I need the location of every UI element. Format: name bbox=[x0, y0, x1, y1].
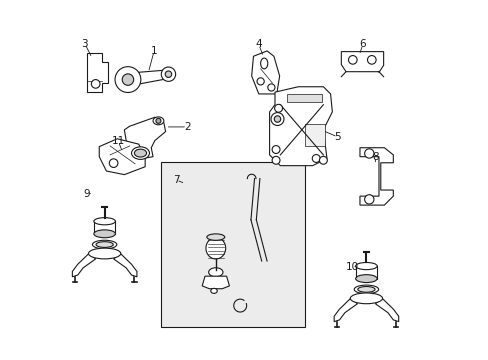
Circle shape bbox=[257, 78, 264, 85]
Ellipse shape bbox=[153, 117, 163, 125]
Circle shape bbox=[271, 156, 280, 164]
Ellipse shape bbox=[206, 234, 224, 240]
Circle shape bbox=[270, 113, 284, 126]
Ellipse shape bbox=[134, 149, 146, 157]
Polygon shape bbox=[128, 70, 168, 86]
Polygon shape bbox=[375, 298, 398, 321]
Polygon shape bbox=[341, 51, 383, 72]
Circle shape bbox=[165, 71, 171, 77]
Ellipse shape bbox=[88, 248, 121, 259]
Polygon shape bbox=[286, 94, 321, 102]
Text: 5: 5 bbox=[334, 132, 340, 142]
Polygon shape bbox=[359, 148, 392, 205]
Bar bbox=[305, 125, 325, 146]
Ellipse shape bbox=[353, 285, 378, 294]
Circle shape bbox=[319, 156, 326, 164]
Circle shape bbox=[115, 67, 141, 93]
Ellipse shape bbox=[94, 218, 115, 225]
Polygon shape bbox=[251, 51, 279, 94]
Ellipse shape bbox=[355, 275, 376, 283]
Text: 1: 1 bbox=[150, 46, 157, 56]
Ellipse shape bbox=[92, 240, 117, 249]
Text: 6: 6 bbox=[359, 40, 366, 49]
Ellipse shape bbox=[260, 58, 267, 69]
Circle shape bbox=[364, 195, 373, 204]
Text: 8: 8 bbox=[371, 152, 378, 162]
Ellipse shape bbox=[131, 147, 149, 159]
Polygon shape bbox=[124, 117, 165, 158]
Text: 9: 9 bbox=[83, 189, 90, 199]
Text: 10: 10 bbox=[345, 262, 358, 272]
Circle shape bbox=[274, 116, 280, 122]
Circle shape bbox=[91, 80, 100, 88]
Circle shape bbox=[364, 149, 373, 158]
Polygon shape bbox=[202, 276, 229, 289]
Text: 3: 3 bbox=[81, 39, 88, 49]
Ellipse shape bbox=[208, 268, 223, 277]
Circle shape bbox=[312, 154, 320, 162]
Circle shape bbox=[367, 55, 375, 64]
Ellipse shape bbox=[355, 262, 376, 270]
Circle shape bbox=[156, 118, 161, 123]
Ellipse shape bbox=[210, 288, 217, 293]
Text: 7: 7 bbox=[173, 175, 179, 185]
Circle shape bbox=[109, 159, 118, 167]
Ellipse shape bbox=[94, 230, 115, 238]
Circle shape bbox=[267, 84, 274, 91]
Circle shape bbox=[122, 74, 133, 85]
Text: 4: 4 bbox=[255, 40, 262, 49]
Text: 2: 2 bbox=[183, 122, 190, 132]
Polygon shape bbox=[99, 139, 145, 175]
Circle shape bbox=[348, 55, 356, 64]
Circle shape bbox=[274, 104, 282, 112]
Ellipse shape bbox=[349, 293, 382, 304]
Circle shape bbox=[271, 145, 280, 153]
Polygon shape bbox=[72, 253, 96, 277]
Polygon shape bbox=[269, 87, 332, 166]
Text: 11: 11 bbox=[111, 136, 124, 146]
Ellipse shape bbox=[357, 287, 374, 292]
Ellipse shape bbox=[96, 242, 113, 247]
Circle shape bbox=[161, 67, 175, 81]
Ellipse shape bbox=[205, 238, 225, 259]
Bar bbox=[161, 162, 304, 327]
Polygon shape bbox=[113, 253, 137, 277]
Polygon shape bbox=[333, 298, 357, 321]
Polygon shape bbox=[86, 53, 107, 92]
